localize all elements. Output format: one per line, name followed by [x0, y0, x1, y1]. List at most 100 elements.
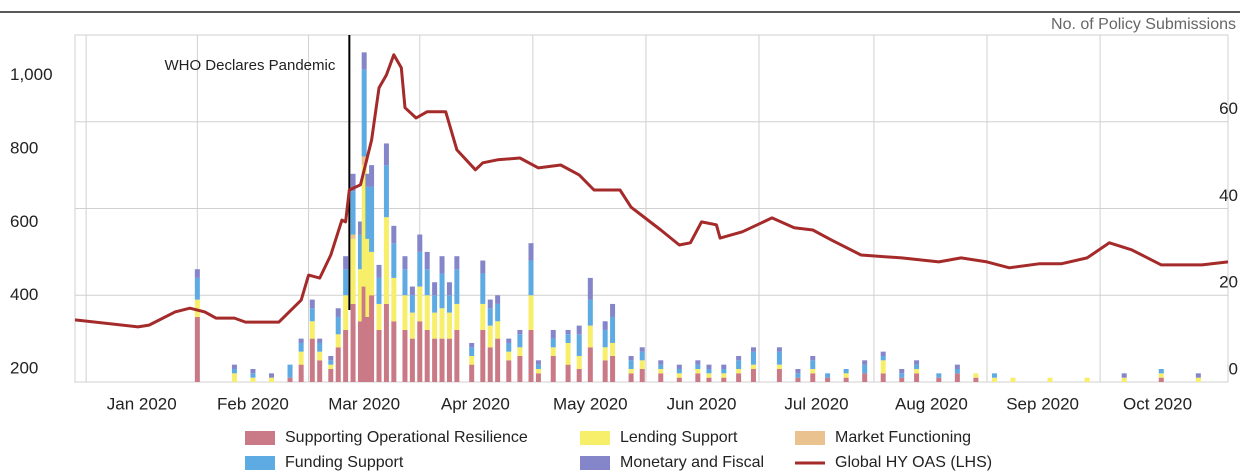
bar-segment: [528, 243, 534, 261]
bar-segment: [880, 373, 886, 382]
bar-segment: [535, 364, 541, 369]
legend-swatch: [580, 431, 610, 445]
bar-segment: [776, 364, 782, 369]
bar-segment: [409, 312, 415, 339]
right-axis-title: No. of Policy Submissions: [1051, 16, 1236, 33]
bar-segment: [328, 355, 334, 361]
x-tick-label: Jan 2020: [107, 394, 177, 413]
bar-segment: [469, 355, 475, 365]
bar-segment: [795, 377, 801, 382]
bar-segment: [432, 282, 438, 296]
bar-segment: [914, 364, 920, 369]
bar-segment: [610, 303, 616, 317]
bar-segment: [361, 165, 367, 287]
legend-label: Monetary and Fiscal: [620, 454, 764, 471]
bar-segment: [880, 355, 886, 361]
bar-segment: [550, 338, 556, 348]
bar-segment: [446, 338, 452, 382]
bar-segment: [914, 368, 920, 374]
bar-segment: [736, 360, 742, 369]
bar-segment: [1158, 368, 1164, 374]
bar-segment: [676, 373, 682, 378]
bar-segment: [776, 368, 782, 382]
bar-segment: [587, 347, 593, 382]
bar-segment: [454, 269, 460, 304]
bar-segment: [231, 373, 237, 382]
bar-segment: [776, 351, 782, 365]
bar-segment: [365, 186, 371, 239]
bar-segment: [576, 355, 582, 369]
bar-segment: [639, 360, 645, 369]
bar-segment: [309, 321, 315, 339]
bar-segment: [439, 308, 445, 339]
y2-tick-label: 60: [1219, 99, 1238, 118]
legend-label: Lending Support: [620, 429, 738, 446]
bar-segment: [487, 347, 493, 382]
bar-segment: [417, 234, 423, 252]
legend-label: Funding Support: [285, 454, 404, 471]
bar-segment: [298, 351, 304, 365]
bar-segment: [862, 360, 868, 365]
bar-segment: [383, 143, 389, 166]
bar-segment: [350, 234, 356, 239]
bar-segment: [610, 355, 616, 382]
bar-segment: [335, 308, 341, 317]
bar-segment: [432, 295, 438, 313]
hy-oas-line: [74, 53, 1229, 329]
bar-segment: [1084, 377, 1090, 382]
bar-segment: [376, 277, 382, 304]
bar-segment: [602, 347, 608, 361]
bar-segment: [357, 234, 363, 270]
bar-segment: [587, 325, 593, 348]
bar-segment: [517, 355, 523, 382]
bar-segment: [361, 52, 367, 70]
bar-segment: [365, 173, 371, 187]
bar-segment: [469, 364, 475, 382]
bar-segment: [487, 308, 493, 326]
bar-segment: [658, 373, 664, 382]
bar-segment: [899, 373, 905, 378]
bar-segment: [376, 329, 382, 382]
bar-segment: [914, 360, 920, 365]
bar-segment: [480, 329, 486, 382]
bar-segment: [309, 338, 315, 382]
bar-segment: [365, 238, 371, 317]
y-tick-label: 600: [10, 212, 38, 231]
bar-segment: [343, 329, 349, 382]
y2-tick-label: 40: [1219, 186, 1238, 205]
bar-segment: [639, 368, 645, 382]
bar-segment: [880, 351, 886, 356]
bar-segment: [695, 368, 701, 374]
bar-segment: [369, 186, 375, 252]
bar-segment: [231, 368, 237, 374]
y-tick-label: 1,000: [10, 65, 53, 84]
bar-segment: [417, 251, 423, 287]
bar-segment: [576, 368, 582, 382]
bar-segment: [535, 368, 541, 374]
bar-segment: [309, 299, 315, 309]
bar-segment: [1121, 373, 1127, 378]
x-tick-label: Feb 2020: [217, 394, 289, 413]
bar-segment: [565, 342, 571, 365]
bar-segment: [535, 360, 541, 365]
bar-segment: [287, 364, 293, 378]
bar-segment: [454, 329, 460, 382]
bar-segment: [810, 368, 816, 374]
bar-segment: [676, 364, 682, 369]
bar-segment: [487, 299, 493, 309]
bar-segment: [954, 364, 960, 369]
bar-segment: [776, 347, 782, 352]
bar-segment: [424, 269, 430, 296]
bar-segment: [843, 368, 849, 374]
bar-segment: [268, 373, 274, 378]
bar-segment: [825, 377, 831, 382]
bar-segment: [409, 338, 415, 382]
bar-segment: [391, 277, 397, 322]
bar-segment: [357, 269, 363, 322]
bar-segment: [914, 373, 920, 382]
bar-segment: [576, 325, 582, 335]
bar-segment: [695, 360, 701, 365]
y-tick-label: 400: [10, 285, 38, 304]
bar-segment: [517, 329, 523, 335]
bar-segment: [628, 368, 634, 374]
